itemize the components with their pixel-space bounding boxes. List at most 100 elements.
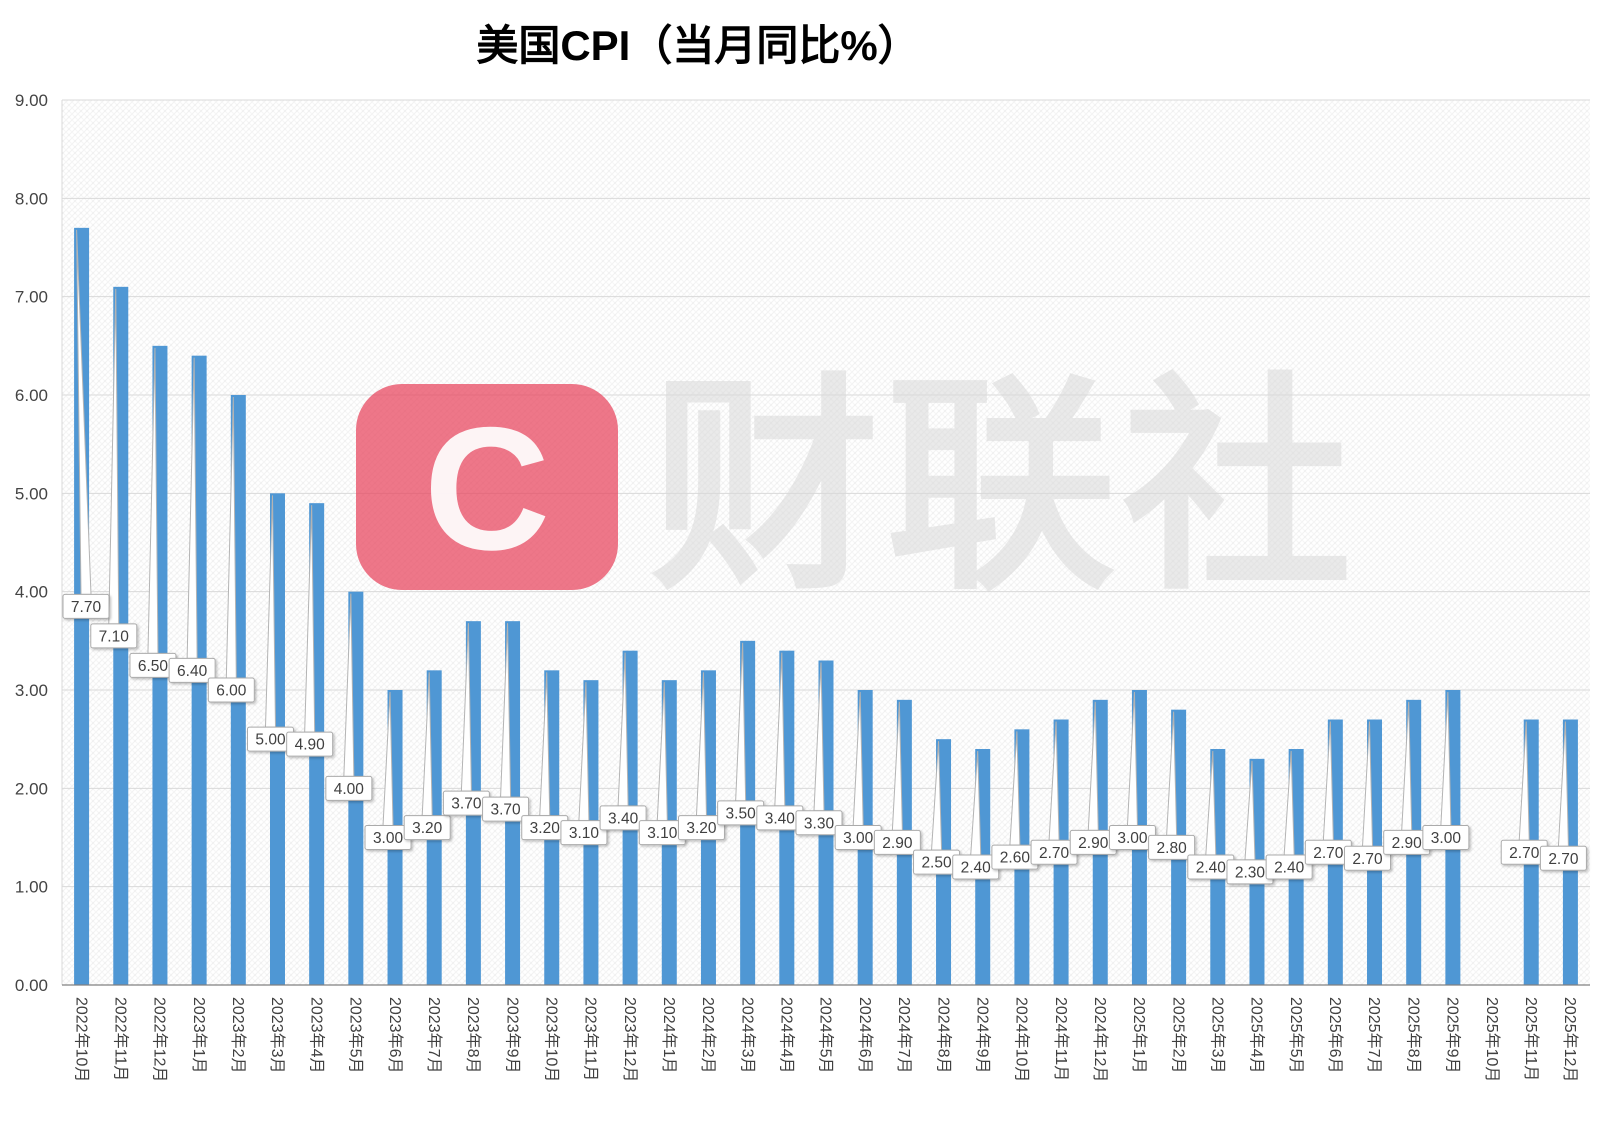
x-tick-label: 2022年12月 <box>151 997 169 1082</box>
data-label: 3.00 <box>843 830 874 847</box>
data-label: 2.70 <box>1352 851 1383 868</box>
data-label: 2.90 <box>882 835 913 852</box>
y-tick-label: 0.00 <box>15 976 48 995</box>
data-label-box <box>207 677 255 703</box>
data-label-box <box>560 820 608 846</box>
y-tick-label: 1.00 <box>15 878 48 897</box>
x-tick-label: 2025年3月 <box>1209 997 1227 1074</box>
x-tick-label: 2023年12月 <box>621 997 639 1082</box>
data-label-box <box>1148 834 1196 860</box>
x-tick-label: 2024年11月 <box>1052 997 1070 1081</box>
x-tick-label: 2025年9月 <box>1444 997 1462 1074</box>
data-label: 3.20 <box>412 820 443 837</box>
data-label: 6.50 <box>138 658 169 675</box>
x-tick-label: 2023年3月 <box>268 997 286 1074</box>
chart-title: 美国CPI（当月同比%） <box>476 22 919 69</box>
data-label-box <box>1422 825 1470 850</box>
data-label: 3.10 <box>647 825 678 842</box>
x-tick-label: 2023年11月 <box>582 997 600 1081</box>
data-label-box <box>168 657 216 683</box>
data-label: 2.30 <box>1235 864 1266 881</box>
data-label: 3.20 <box>686 820 717 837</box>
y-tick-label: 7.00 <box>15 288 48 307</box>
data-label: 2.70 <box>1039 845 1070 862</box>
data-label-box <box>325 775 373 801</box>
data-label: 2.50 <box>921 855 952 872</box>
data-label: 3.20 <box>530 820 561 837</box>
x-tick-label: 2025年2月 <box>1169 997 1187 1074</box>
data-label: 2.40 <box>961 860 992 877</box>
x-tick-label: 2023年5月 <box>347 997 365 1074</box>
y-tick-label: 9.00 <box>15 91 48 110</box>
x-tick-label: 2024年1月 <box>660 997 678 1074</box>
data-label: 4.00 <box>334 781 365 798</box>
data-label-box <box>677 815 725 841</box>
watermark: C 财联社 <box>356 359 1358 616</box>
data-label: 3.50 <box>726 805 757 822</box>
x-tick-label: 2024年6月 <box>856 997 874 1074</box>
y-tick-label: 8.00 <box>15 189 48 208</box>
x-tick-label: 2025年4月 <box>1248 997 1266 1074</box>
data-label: 6.40 <box>177 663 208 680</box>
watermark-logo-box <box>356 384 618 590</box>
x-tick-label: 2025年7月 <box>1365 997 1383 1074</box>
data-label: 2.70 <box>1313 845 1344 862</box>
x-tick-label: 2024年4月 <box>778 997 796 1074</box>
x-tick-label: 2024年10月 <box>1013 997 1031 1082</box>
data-label: 2.40 <box>1274 860 1305 877</box>
x-tick-label: 2023年1月 <box>190 997 208 1074</box>
data-label: 3.00 <box>1431 830 1462 847</box>
x-tick-label: 2024年9月 <box>973 997 991 1074</box>
data-label: 2.90 <box>1392 835 1423 852</box>
data-label: 7.10 <box>99 628 130 645</box>
data-label-box <box>403 815 451 841</box>
data-label: 5.00 <box>255 732 286 749</box>
data-label: 2.80 <box>1157 840 1188 857</box>
data-label: 3.70 <box>490 802 521 819</box>
y-tick-label: 6.00 <box>15 386 48 405</box>
series-layer: 2022年10月 2022年11月 2022年12月 2023年1月 2023年2月 20… <box>62 227 1590 1082</box>
x-tick-label: 2024年3月 <box>738 997 756 1074</box>
data-label-box <box>599 805 647 831</box>
data-label: 2.70 <box>1509 845 1540 862</box>
data-label-box <box>873 829 921 855</box>
data-label: 2.60 <box>1000 850 1031 867</box>
data-label: 3.00 <box>373 830 404 847</box>
x-tick-label: 2024年12月 <box>1091 997 1109 1082</box>
x-tick-label: 2023年10月 <box>542 997 560 1082</box>
data-label: 3.00 <box>1117 830 1148 847</box>
y-tick-label: 5.00 <box>15 484 48 503</box>
data-label: 3.70 <box>451 796 482 813</box>
y-tick-label: 4.00 <box>15 583 48 602</box>
x-tick-label: 2024年2月 <box>699 997 717 1074</box>
data-label: 3.10 <box>569 825 600 842</box>
x-tick-label: 2024年8月 <box>934 997 952 1074</box>
y-tick-label: 3.00 <box>15 681 48 700</box>
x-tick-label: 2025年6月 <box>1326 997 1344 1074</box>
x-tick-label: 2024年5月 <box>817 997 835 1074</box>
x-tick-label: 2023年6月 <box>386 997 404 1074</box>
data-label: 4.90 <box>295 737 326 754</box>
data-label-box <box>286 731 334 757</box>
data-label: 3.40 <box>765 810 796 827</box>
data-label: 7.70 <box>71 599 102 616</box>
x-tick-label: 2025年8月 <box>1404 997 1422 1074</box>
data-label-box <box>482 796 530 822</box>
x-tick-label: 2023年4月 <box>307 997 325 1074</box>
watermark-text: 财联社 <box>650 359 1358 616</box>
x-tick-label: 2023年9月 <box>503 997 521 1074</box>
data-label-box <box>62 593 110 619</box>
data-label-box <box>90 623 138 649</box>
x-tick-label: 2022年11月 <box>111 997 129 1081</box>
data-label: 2.70 <box>1548 851 1579 868</box>
x-tick-label: 2022年10月 <box>72 997 90 1082</box>
x-tick-label: 2025年10月 <box>1483 997 1501 1082</box>
x-tick-label: 2025年1月 <box>1130 997 1148 1074</box>
y-tick-label: 2.00 <box>15 779 48 798</box>
data-label: 6.00 <box>216 683 247 700</box>
x-tick-label: 2025年5月 <box>1287 997 1305 1074</box>
x-tick-label: 2025年12月 <box>1561 997 1579 1082</box>
x-tick-label: 2024年7月 <box>895 997 913 1074</box>
